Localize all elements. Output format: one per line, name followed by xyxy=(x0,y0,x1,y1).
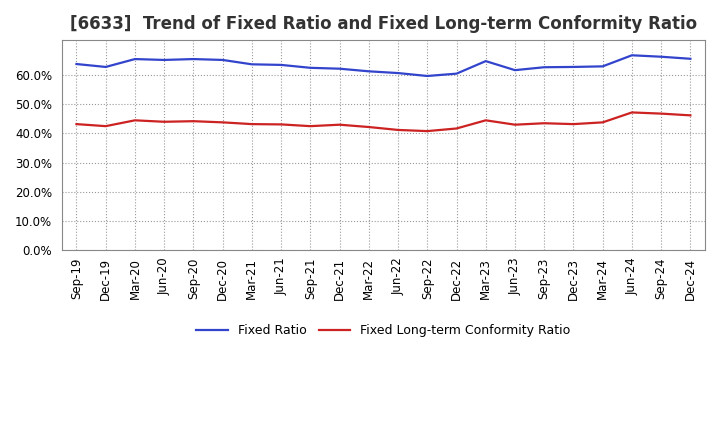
Fixed Long-term Conformity Ratio xyxy=(218,120,227,125)
Fixed Ratio xyxy=(336,66,344,71)
Fixed Long-term Conformity Ratio xyxy=(598,120,607,125)
Fixed Ratio xyxy=(130,56,139,62)
Fixed Long-term Conformity Ratio xyxy=(569,121,577,127)
Fixed Ratio xyxy=(248,62,256,67)
Fixed Ratio xyxy=(482,59,490,64)
Fixed Ratio xyxy=(218,57,227,62)
Fixed Ratio xyxy=(452,71,461,76)
Fixed Ratio xyxy=(423,73,431,79)
Fixed Ratio xyxy=(276,62,285,68)
Fixed Long-term Conformity Ratio xyxy=(423,128,431,134)
Fixed Long-term Conformity Ratio xyxy=(540,121,549,126)
Legend: Fixed Ratio, Fixed Long-term Conformity Ratio: Fixed Ratio, Fixed Long-term Conformity … xyxy=(192,319,575,342)
Fixed Ratio xyxy=(598,64,607,69)
Fixed Ratio xyxy=(540,65,549,70)
Fixed Long-term Conformity Ratio xyxy=(482,117,490,123)
Fixed Ratio xyxy=(306,65,315,70)
Fixed Ratio xyxy=(364,69,373,74)
Fixed Long-term Conformity Ratio xyxy=(452,126,461,131)
Fixed Long-term Conformity Ratio xyxy=(306,124,315,129)
Fixed Ratio xyxy=(189,56,198,62)
Fixed Ratio xyxy=(160,57,168,62)
Fixed Long-term Conformity Ratio xyxy=(394,127,402,132)
Line: Fixed Ratio: Fixed Ratio xyxy=(76,55,690,76)
Fixed Long-term Conformity Ratio xyxy=(130,117,139,123)
Line: Fixed Long-term Conformity Ratio: Fixed Long-term Conformity Ratio xyxy=(76,113,690,131)
Fixed Long-term Conformity Ratio xyxy=(189,118,198,124)
Fixed Long-term Conformity Ratio xyxy=(657,111,665,116)
Fixed Long-term Conformity Ratio xyxy=(628,110,636,115)
Fixed Long-term Conformity Ratio xyxy=(336,122,344,127)
Fixed Ratio xyxy=(72,62,81,67)
Fixed Long-term Conformity Ratio xyxy=(276,122,285,127)
Fixed Long-term Conformity Ratio xyxy=(72,121,81,127)
Fixed Ratio xyxy=(510,67,519,73)
Fixed Long-term Conformity Ratio xyxy=(510,122,519,127)
Fixed Ratio xyxy=(102,64,110,70)
Fixed Long-term Conformity Ratio xyxy=(686,113,695,118)
Fixed Long-term Conformity Ratio xyxy=(364,125,373,130)
Fixed Ratio xyxy=(657,54,665,59)
Fixed Ratio xyxy=(569,64,577,70)
Title: [6633]  Trend of Fixed Ratio and Fixed Long-term Conformity Ratio: [6633] Trend of Fixed Ratio and Fixed Lo… xyxy=(70,15,697,33)
Fixed Long-term Conformity Ratio xyxy=(102,124,110,129)
Fixed Long-term Conformity Ratio xyxy=(160,119,168,125)
Fixed Long-term Conformity Ratio xyxy=(248,121,256,127)
Fixed Ratio xyxy=(394,70,402,76)
Fixed Ratio xyxy=(628,53,636,58)
Fixed Ratio xyxy=(686,56,695,62)
